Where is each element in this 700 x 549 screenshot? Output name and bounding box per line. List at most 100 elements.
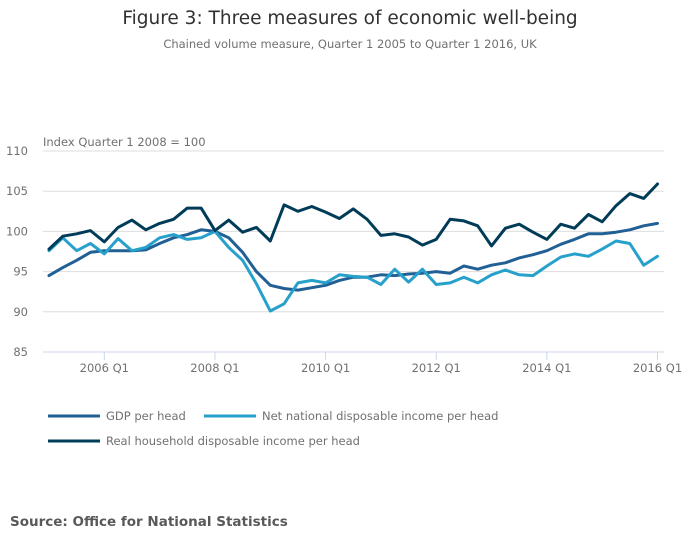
data-point-net-national-disposable-income-per-head[interactable] — [476, 281, 480, 285]
data-point-real-household-disposable-income-per-head[interactable] — [600, 220, 604, 224]
data-point-real-household-disposable-income-per-head[interactable] — [614, 204, 618, 208]
data-point-net-national-disposable-income-per-head[interactable] — [172, 233, 176, 237]
data-point-net-national-disposable-income-per-head[interactable] — [324, 281, 328, 285]
data-point-gdp-per-head[interactable] — [573, 237, 577, 241]
data-point-net-national-disposable-income-per-head[interactable] — [573, 252, 577, 256]
data-point-net-national-disposable-income-per-head[interactable] — [407, 280, 411, 284]
legend-item-net-national-disposable-income[interactable]: Net national disposable income per head — [204, 409, 498, 423]
data-point-net-national-disposable-income-per-head[interactable] — [503, 268, 507, 272]
data-point-gdp-per-head[interactable] — [448, 271, 452, 275]
data-point-real-household-disposable-income-per-head[interactable] — [503, 226, 507, 230]
data-point-gdp-per-head[interactable] — [268, 283, 272, 287]
data-point-gdp-per-head[interactable] — [47, 274, 51, 278]
data-point-net-national-disposable-income-per-head[interactable] — [379, 283, 383, 287]
data-point-real-household-disposable-income-per-head[interactable] — [185, 206, 189, 210]
data-point-real-household-disposable-income-per-head[interactable] — [531, 230, 535, 234]
data-point-gdp-per-head[interactable] — [600, 232, 604, 236]
data-point-net-national-disposable-income-per-head[interactable] — [393, 267, 397, 271]
series-line-net-national-disposable-income-per-head[interactable] — [47, 229, 659, 313]
data-point-net-national-disposable-income-per-head[interactable] — [227, 246, 231, 250]
data-point-net-national-disposable-income-per-head[interactable] — [642, 263, 646, 267]
data-point-gdp-per-head[interactable] — [337, 278, 341, 282]
data-point-net-national-disposable-income-per-head[interactable] — [268, 309, 272, 313]
data-point-net-national-disposable-income-per-head[interactable] — [75, 249, 79, 253]
data-point-net-national-disposable-income-per-head[interactable] — [448, 281, 452, 285]
data-point-net-national-disposable-income-per-head[interactable] — [656, 254, 660, 258]
data-point-real-household-disposable-income-per-head[interactable] — [379, 233, 383, 237]
data-point-net-national-disposable-income-per-head[interactable] — [351, 274, 355, 278]
data-point-real-household-disposable-income-per-head[interactable] — [337, 217, 341, 221]
data-point-net-national-disposable-income-per-head[interactable] — [130, 249, 134, 253]
data-point-real-household-disposable-income-per-head[interactable] — [393, 232, 397, 236]
data-point-net-national-disposable-income-per-head[interactable] — [462, 275, 466, 279]
data-point-real-household-disposable-income-per-head[interactable] — [365, 217, 369, 221]
data-point-net-national-disposable-income-per-head[interactable] — [434, 283, 438, 287]
data-point-gdp-per-head[interactable] — [310, 286, 314, 290]
data-point-net-national-disposable-income-per-head[interactable] — [586, 254, 590, 258]
data-point-real-household-disposable-income-per-head[interactable] — [573, 226, 577, 230]
data-point-real-household-disposable-income-per-head[interactable] — [296, 209, 300, 213]
data-point-real-household-disposable-income-per-head[interactable] — [310, 205, 314, 209]
data-point-real-household-disposable-income-per-head[interactable] — [172, 217, 176, 221]
data-point-net-national-disposable-income-per-head[interactable] — [559, 255, 563, 259]
data-point-real-household-disposable-income-per-head[interactable] — [254, 225, 258, 229]
data-point-gdp-per-head[interactable] — [199, 228, 203, 232]
data-point-real-household-disposable-income-per-head[interactable] — [586, 213, 590, 217]
data-point-net-national-disposable-income-per-head[interactable] — [600, 247, 604, 251]
data-point-real-household-disposable-income-per-head[interactable] — [144, 228, 148, 232]
data-point-net-national-disposable-income-per-head[interactable] — [365, 275, 369, 279]
legend-item-real-household-disposable-income[interactable]: Real household disposable income per hea… — [48, 434, 360, 448]
data-point-net-national-disposable-income-per-head[interactable] — [337, 273, 341, 277]
data-point-gdp-per-head[interactable] — [476, 267, 480, 271]
data-point-real-household-disposable-income-per-head[interactable] — [420, 243, 424, 247]
data-point-net-national-disposable-income-per-head[interactable] — [628, 242, 632, 246]
data-point-gdp-per-head[interactable] — [531, 253, 535, 257]
data-point-net-national-disposable-income-per-head[interactable] — [545, 264, 549, 268]
data-point-gdp-per-head[interactable] — [614, 230, 618, 234]
data-point-gdp-per-head[interactable] — [559, 242, 563, 246]
data-point-real-household-disposable-income-per-head[interactable] — [47, 247, 51, 251]
data-point-net-national-disposable-income-per-head[interactable] — [282, 302, 286, 306]
data-point-gdp-per-head[interactable] — [185, 233, 189, 237]
data-point-real-household-disposable-income-per-head[interactable] — [130, 218, 134, 222]
data-point-real-household-disposable-income-per-head[interactable] — [213, 229, 217, 233]
data-point-gdp-per-head[interactable] — [503, 261, 507, 265]
data-point-net-national-disposable-income-per-head[interactable] — [158, 236, 162, 240]
data-point-real-household-disposable-income-per-head[interactable] — [462, 219, 466, 223]
data-point-net-national-disposable-income-per-head[interactable] — [116, 237, 120, 241]
data-point-real-household-disposable-income-per-head[interactable] — [324, 210, 328, 214]
data-point-gdp-per-head[interactable] — [75, 258, 79, 262]
data-point-real-household-disposable-income-per-head[interactable] — [545, 237, 549, 241]
data-point-net-national-disposable-income-per-head[interactable] — [144, 246, 148, 250]
data-point-real-household-disposable-income-per-head[interactable] — [199, 206, 203, 210]
data-point-net-national-disposable-income-per-head[interactable] — [420, 267, 424, 271]
data-point-net-national-disposable-income-per-head[interactable] — [531, 274, 535, 278]
data-point-gdp-per-head[interactable] — [517, 256, 521, 260]
data-point-real-household-disposable-income-per-head[interactable] — [656, 182, 660, 186]
data-point-gdp-per-head[interactable] — [61, 266, 65, 270]
data-point-real-household-disposable-income-per-head[interactable] — [490, 244, 494, 248]
data-point-real-household-disposable-income-per-head[interactable] — [61, 234, 65, 238]
data-point-gdp-per-head[interactable] — [545, 249, 549, 253]
data-point-gdp-per-head[interactable] — [393, 274, 397, 278]
data-point-net-national-disposable-income-per-head[interactable] — [490, 273, 494, 277]
data-point-gdp-per-head[interactable] — [379, 273, 383, 277]
data-point-real-household-disposable-income-per-head[interactable] — [241, 230, 245, 234]
data-point-gdp-per-head[interactable] — [656, 221, 660, 225]
data-point-gdp-per-head[interactable] — [586, 232, 590, 236]
data-point-gdp-per-head[interactable] — [89, 250, 93, 254]
data-point-net-national-disposable-income-per-head[interactable] — [310, 278, 314, 282]
data-point-gdp-per-head[interactable] — [227, 236, 231, 240]
data-point-real-household-disposable-income-per-head[interactable] — [642, 196, 646, 200]
data-point-net-national-disposable-income-per-head[interactable] — [254, 282, 258, 286]
data-point-gdp-per-head[interactable] — [116, 249, 120, 253]
data-point-net-national-disposable-income-per-head[interactable] — [199, 236, 203, 240]
data-point-real-household-disposable-income-per-head[interactable] — [517, 222, 521, 226]
data-point-real-household-disposable-income-per-head[interactable] — [351, 207, 355, 211]
legend-item-gdp-per-head[interactable]: GDP per head — [48, 409, 186, 423]
data-point-net-national-disposable-income-per-head[interactable] — [185, 237, 189, 241]
data-point-net-national-disposable-income-per-head[interactable] — [241, 258, 245, 262]
data-point-net-national-disposable-income-per-head[interactable] — [296, 281, 300, 285]
series-line-real-household-disposable-income-per-head[interactable] — [47, 182, 659, 251]
data-point-gdp-per-head[interactable] — [158, 242, 162, 246]
